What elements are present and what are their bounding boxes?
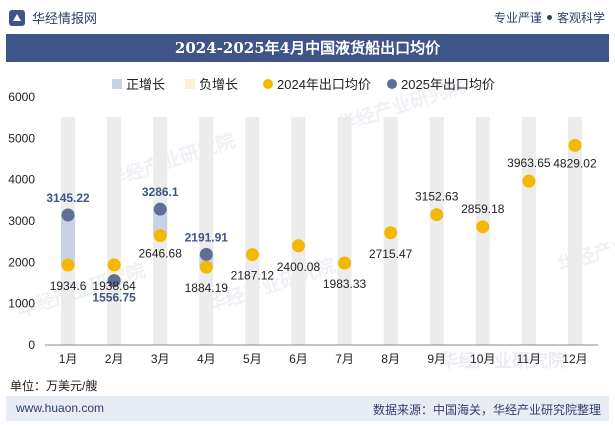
tagline-right: 客观科学	[556, 11, 605, 25]
x-tick-label: 3月	[151, 352, 170, 366]
point-2025	[153, 202, 167, 216]
top-bar: 华经情报网 专业严谨 客观科学	[0, 0, 615, 34]
point-2024	[199, 260, 213, 274]
point-2024	[245, 248, 259, 262]
category-bar	[245, 117, 260, 345]
x-tick-label: 6月	[289, 352, 308, 366]
legend-series-2024-label: 2024年出口均价	[277, 77, 371, 92]
chart: 华经产业研究院华经产业研究院华经产业研究院华经产业研究院华经产业研究院华经产业研…	[8, 74, 615, 371]
data-label-2024: 2400.08	[277, 260, 321, 274]
data-label-2024: 2646.68	[139, 247, 183, 261]
data-label-2024: 1884.19	[185, 281, 229, 295]
data-label-2024: 2715.47	[369, 247, 413, 261]
watermark-text: 华经产业研究院	[440, 350, 566, 371]
tagline: 专业严谨 客观科学	[494, 9, 605, 26]
point-2024	[61, 258, 75, 272]
category-bar	[429, 117, 444, 345]
y-tick-label: 4000	[8, 173, 35, 187]
chart-title: 2024-2025年4月中国液货船出口均价	[6, 34, 609, 62]
category-bar	[199, 117, 214, 345]
tagline-left: 专业严谨	[493, 11, 542, 25]
point-2024	[338, 256, 352, 270]
data-label-2025: 2191.91	[185, 230, 229, 244]
legend-positive-change-label: 正增长	[126, 77, 165, 92]
point-2025	[107, 274, 121, 288]
category-bar	[337, 117, 352, 345]
brand[interactable]: 华经情报网	[8, 8, 97, 27]
legend-series-2024-swatch	[263, 79, 273, 89]
point-2024	[153, 229, 167, 243]
watermark-text: 华经产业研究院	[104, 129, 238, 192]
data-label-2024: 1934.6	[50, 279, 87, 293]
point-2025	[199, 247, 213, 261]
legend-series-2025-swatch	[387, 79, 397, 89]
category-bar	[567, 117, 582, 345]
y-tick-label: 0	[28, 338, 35, 352]
data-label-2024: 1938.64	[92, 279, 136, 293]
legend-series-2025-label: 2025年出口均价	[401, 77, 495, 92]
x-tick-label: 4月	[197, 352, 216, 366]
x-tick-label: 8月	[381, 352, 400, 366]
y-tick-label: 6000	[8, 90, 35, 104]
data-label-2024: 2187.12	[231, 269, 275, 283]
positive-change-bar	[153, 209, 168, 236]
positive-change-bar	[61, 214, 76, 266]
x-tick-label: 11月	[517, 352, 541, 366]
point-2024	[430, 208, 444, 222]
point-2024	[107, 258, 121, 272]
x-tick-label: 1月	[59, 352, 78, 366]
data-label-2025: 3286.1	[142, 185, 179, 199]
unit-label: 单位：万美元/艘	[10, 379, 98, 393]
data-label-2025: 1556.75	[92, 291, 136, 305]
category-bar	[107, 117, 122, 345]
category-bar	[521, 117, 536, 345]
point-2024	[476, 220, 490, 234]
footer: www.huaon.com 数据来源：中国海关，华经产业研究院整理	[6, 396, 609, 421]
separator-dot-icon	[546, 15, 552, 20]
x-tick-label: 9月	[427, 352, 446, 366]
x-tick-label: 10月	[470, 352, 495, 366]
point-2025	[61, 208, 75, 222]
x-tick-label: 7月	[335, 352, 354, 366]
point-2024	[568, 138, 582, 152]
x-tick-label: 5月	[243, 352, 262, 366]
data-label-2024: 3152.63	[415, 190, 459, 204]
footer-site-link[interactable]: www.huaon.com	[16, 401, 105, 415]
point-2024	[522, 174, 536, 188]
watermark-text: 华经产业研究院	[554, 214, 615, 277]
y-tick-label: 2000	[8, 255, 35, 269]
legend-positive-change-swatch	[112, 79, 122, 89]
category-bar	[291, 117, 306, 345]
data-label-2024: 3963.65	[507, 156, 551, 170]
point-2024	[384, 226, 398, 240]
brand-name: 华经情报网	[32, 11, 98, 26]
legend-negative-change-label: 负增长	[199, 77, 238, 92]
x-tick-label: 2月	[105, 352, 124, 366]
data-label-2025: 3145.22	[46, 191, 90, 205]
point-2024	[291, 239, 305, 253]
data-label-2024: 1983.33	[323, 277, 367, 291]
y-tick-label: 1000	[8, 297, 35, 311]
data-label-2024: 4829.02	[553, 156, 597, 170]
y-tick-label: 5000	[8, 131, 35, 145]
x-tick-label: 12月	[562, 352, 587, 366]
footer-source: 数据来源：中国海关，华经产业研究院整理	[372, 403, 601, 417]
brand-logo-icon	[8, 9, 26, 27]
data-label-2024: 2859.18	[461, 202, 505, 216]
legend-negative-change-swatch	[185, 79, 195, 89]
y-tick-label: 3000	[8, 214, 35, 228]
